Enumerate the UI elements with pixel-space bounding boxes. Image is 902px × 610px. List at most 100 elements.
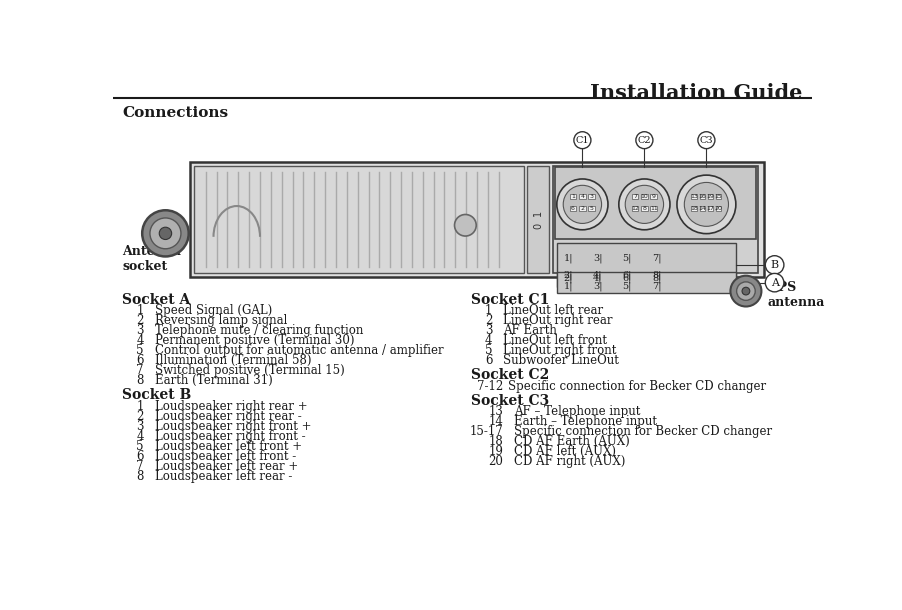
Bar bbox=[650, 194, 657, 199]
Text: 4|: 4| bbox=[594, 270, 603, 279]
Text: Control output for automatic antenna / amplifier: Control output for automatic antenna / a… bbox=[154, 344, 443, 357]
Circle shape bbox=[143, 210, 189, 256]
Text: 7: 7 bbox=[136, 460, 143, 473]
Circle shape bbox=[557, 179, 608, 230]
Text: AF – Telephone input: AF – Telephone input bbox=[514, 405, 640, 418]
Text: Specific connection for Becker CD changer: Specific connection for Becker CD change… bbox=[514, 425, 772, 438]
Text: Antenna
socket: Antenna socket bbox=[122, 238, 181, 273]
Text: Connections: Connections bbox=[122, 106, 228, 120]
Text: 10: 10 bbox=[640, 194, 649, 199]
Text: 1: 1 bbox=[533, 210, 543, 217]
Text: CD AF left (AUX): CD AF left (AUX) bbox=[514, 445, 616, 458]
Text: 6|: 6| bbox=[622, 273, 632, 282]
Bar bbox=[641, 206, 648, 210]
Text: Loudspeaker right front +: Loudspeaker right front + bbox=[154, 420, 311, 432]
Bar bbox=[528, 165, 549, 273]
Text: 5|: 5| bbox=[622, 281, 632, 290]
Text: 13: 13 bbox=[690, 194, 698, 199]
Text: 7: 7 bbox=[633, 194, 637, 199]
Text: 3: 3 bbox=[136, 325, 143, 337]
Text: 11: 11 bbox=[650, 206, 658, 210]
Text: 6: 6 bbox=[571, 206, 575, 210]
Text: 6: 6 bbox=[485, 354, 492, 367]
Bar bbox=[190, 162, 764, 278]
Text: 6: 6 bbox=[136, 450, 143, 463]
Text: Speed Signal (GAL): Speed Signal (GAL) bbox=[154, 304, 272, 317]
Bar bbox=[700, 206, 705, 210]
Text: LineOut left rear: LineOut left rear bbox=[503, 304, 603, 317]
Bar bbox=[700, 194, 705, 199]
Text: Subwoofer LineOut: Subwoofer LineOut bbox=[503, 354, 620, 367]
Bar bbox=[579, 194, 585, 199]
Text: 7|: 7| bbox=[652, 281, 661, 290]
Text: 5: 5 bbox=[136, 344, 143, 357]
Bar bbox=[557, 243, 736, 287]
Text: 5: 5 bbox=[590, 206, 594, 210]
Text: 8: 8 bbox=[136, 470, 143, 483]
Text: 1: 1 bbox=[571, 194, 575, 199]
Circle shape bbox=[765, 256, 784, 274]
Text: Loudspeaker left rear +: Loudspeaker left rear + bbox=[154, 460, 298, 473]
Text: 19: 19 bbox=[489, 445, 503, 458]
Text: GPS
antenna: GPS antenna bbox=[768, 281, 825, 309]
Text: Socket C2: Socket C2 bbox=[471, 368, 549, 382]
Text: Telephone mute / clearing function: Telephone mute / clearing function bbox=[154, 325, 363, 337]
Bar bbox=[707, 194, 713, 199]
Bar bbox=[588, 206, 595, 210]
Text: Loudspeaker left front -: Loudspeaker left front - bbox=[154, 450, 296, 463]
Text: 3: 3 bbox=[136, 420, 143, 432]
Bar bbox=[553, 165, 758, 273]
Text: 15-17: 15-17 bbox=[470, 425, 503, 438]
Bar bbox=[692, 206, 697, 210]
Text: 3: 3 bbox=[590, 194, 594, 199]
Bar bbox=[631, 206, 639, 210]
Circle shape bbox=[731, 276, 761, 306]
Text: Specific connection for Becker CD changer: Specific connection for Becker CD change… bbox=[508, 379, 766, 393]
Text: Loudspeaker left rear -: Loudspeaker left rear - bbox=[154, 470, 292, 483]
Text: 6|: 6| bbox=[622, 270, 632, 279]
Circle shape bbox=[765, 273, 784, 292]
Text: A: A bbox=[770, 278, 778, 288]
Text: Socket C1: Socket C1 bbox=[471, 293, 549, 307]
Text: 6: 6 bbox=[136, 354, 143, 367]
Text: 2: 2 bbox=[485, 314, 492, 327]
Text: LineOut right front: LineOut right front bbox=[503, 344, 617, 357]
Text: 15: 15 bbox=[714, 194, 723, 199]
Bar bbox=[579, 206, 585, 210]
Circle shape bbox=[563, 185, 602, 223]
Text: 7-12: 7-12 bbox=[477, 379, 503, 393]
Text: 5: 5 bbox=[485, 344, 492, 357]
Text: Socket A: Socket A bbox=[122, 293, 190, 307]
Text: 2: 2 bbox=[136, 314, 143, 327]
Text: 1: 1 bbox=[136, 400, 143, 413]
Text: C3: C3 bbox=[700, 135, 713, 145]
Text: Reversing lamp signal: Reversing lamp signal bbox=[154, 314, 287, 327]
Text: 18: 18 bbox=[489, 435, 503, 448]
Text: LineOut left front: LineOut left front bbox=[503, 334, 607, 347]
Text: B: B bbox=[770, 260, 778, 270]
Text: 16: 16 bbox=[698, 194, 706, 199]
Text: 2: 2 bbox=[136, 410, 143, 423]
Text: 19: 19 bbox=[706, 194, 714, 199]
Text: 1|: 1| bbox=[564, 254, 573, 263]
Text: 5|: 5| bbox=[622, 254, 632, 263]
Text: C2: C2 bbox=[638, 135, 651, 145]
Circle shape bbox=[676, 175, 736, 234]
Circle shape bbox=[574, 132, 591, 149]
Text: 3: 3 bbox=[485, 325, 492, 337]
Bar bbox=[588, 194, 595, 199]
Text: 0: 0 bbox=[533, 223, 543, 229]
Bar bbox=[570, 206, 576, 210]
Text: 3|: 3| bbox=[594, 281, 603, 290]
Text: 1: 1 bbox=[136, 304, 143, 317]
Text: Socket C3: Socket C3 bbox=[471, 393, 549, 407]
Bar bbox=[715, 194, 722, 199]
Text: 20: 20 bbox=[714, 206, 723, 210]
Text: 8: 8 bbox=[136, 375, 143, 387]
Bar bbox=[707, 206, 713, 210]
Text: Illumination (Terminal 58): Illumination (Terminal 58) bbox=[154, 354, 311, 367]
Text: 14: 14 bbox=[489, 415, 503, 428]
Text: 1|: 1| bbox=[564, 281, 573, 290]
Text: CD AF right (AUX): CD AF right (AUX) bbox=[514, 455, 626, 468]
Text: Socket B: Socket B bbox=[122, 388, 191, 402]
